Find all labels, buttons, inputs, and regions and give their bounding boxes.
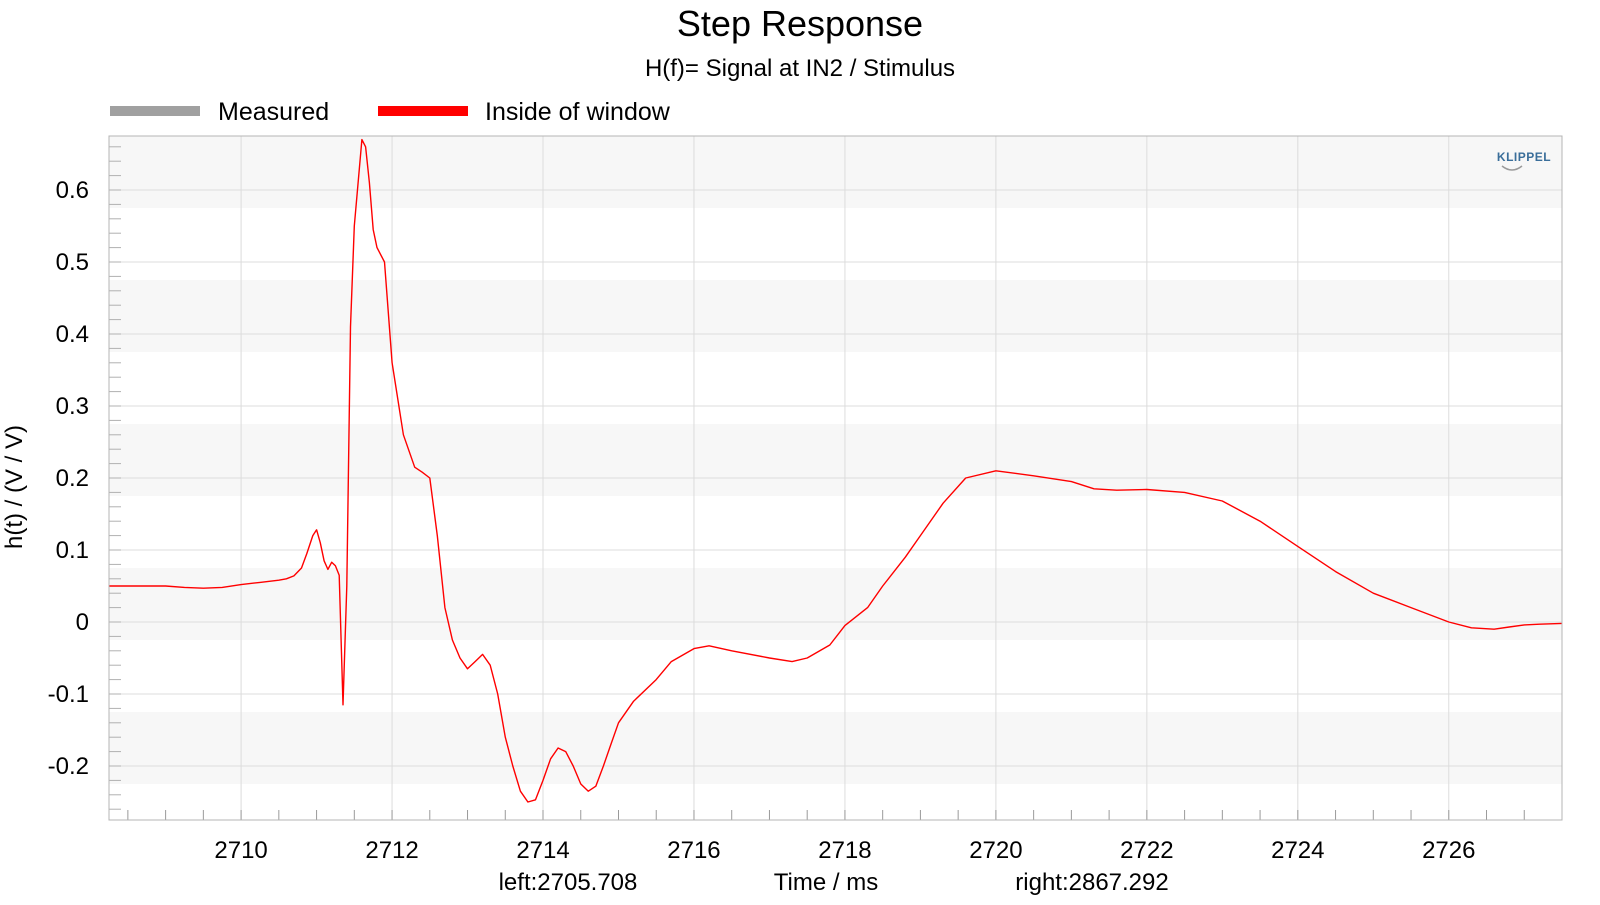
x-tick-label: 2716 bbox=[667, 837, 720, 864]
window-right-label: right:2867.292 bbox=[1015, 869, 1168, 896]
y-tick-label: 0.1 bbox=[56, 537, 89, 564]
y-tick-label: 0.6 bbox=[56, 177, 89, 204]
x-tick-label: 2726 bbox=[1422, 837, 1475, 864]
grid-band bbox=[109, 424, 1562, 496]
x-tick-label: 2712 bbox=[365, 837, 418, 864]
x-axis-ticks: 2710 2712 2714 2716 2718 2720 2722 2724 2726 bbox=[214, 837, 1475, 864]
x-tick-label: 2724 bbox=[1271, 837, 1324, 864]
chart-title: Step Response bbox=[677, 3, 923, 44]
klippel-logo: KLIPPEL bbox=[1497, 150, 1551, 171]
chart-subtitle: H(f)= Signal at IN2 / Stimulus bbox=[645, 55, 955, 82]
legend-label-window: Inside of window bbox=[485, 98, 671, 126]
y-tick-label: 0.4 bbox=[56, 321, 89, 348]
grid-band bbox=[109, 136, 1562, 208]
window-left-label: left:2705.708 bbox=[499, 869, 638, 896]
legend-swatch-measured bbox=[110, 106, 200, 116]
plot-frame bbox=[108, 135, 1563, 821]
y-axis-label: h(t) / (V / V) bbox=[1, 425, 28, 549]
series-line-inside-of-window bbox=[109, 138, 1563, 803]
grid-band bbox=[109, 712, 1562, 784]
legend-swatch-window bbox=[378, 106, 468, 116]
logo-arc-icon bbox=[1501, 165, 1523, 171]
legend: Measured Inside of window bbox=[110, 98, 671, 126]
x-tick-label: 2714 bbox=[516, 837, 569, 864]
x-tick-label: 2710 bbox=[214, 837, 267, 864]
grid-band bbox=[109, 568, 1562, 640]
grid-band bbox=[109, 280, 1562, 352]
y-tick-label: 0.5 bbox=[56, 249, 89, 276]
grid bbox=[109, 136, 1562, 820]
legend-label-measured: Measured bbox=[218, 98, 329, 126]
y-axis-ticks: -0.2 -0.1 0 0.1 0.2 0.3 0.4 0.5 0.6 bbox=[48, 177, 89, 780]
y-tick-label: -0.1 bbox=[48, 681, 89, 708]
y-tick-label: 0.2 bbox=[56, 465, 89, 492]
minor-ticks bbox=[109, 146, 1563, 820]
x-tick-label: 2720 bbox=[969, 837, 1022, 864]
y-tick-label: 0.3 bbox=[56, 393, 89, 420]
x-tick-label: 2718 bbox=[818, 837, 871, 864]
x-tick-label: 2722 bbox=[1120, 837, 1173, 864]
logo-text: KLIPPEL bbox=[1497, 150, 1551, 164]
y-tick-label: -0.2 bbox=[48, 753, 89, 780]
plot-background bbox=[109, 136, 1562, 784]
x-axis-label: Time / ms bbox=[774, 869, 878, 896]
series-layer bbox=[109, 138, 1563, 803]
y-tick-label: 0 bbox=[76, 609, 89, 636]
